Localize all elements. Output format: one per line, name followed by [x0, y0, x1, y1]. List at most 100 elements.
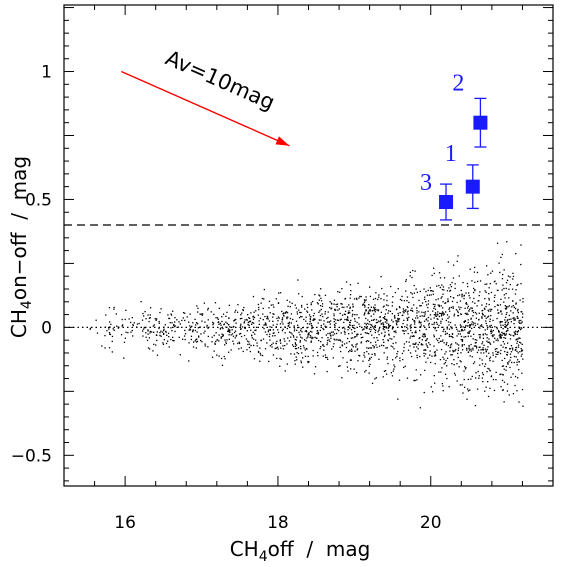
field-star-point: [178, 336, 180, 338]
field-star-point: [282, 345, 284, 347]
field-star-point: [240, 347, 242, 349]
field-star-point: [145, 336, 147, 338]
field-star-point: [326, 342, 329, 344]
field-star-point: [522, 313, 524, 315]
field-star-point: [454, 283, 456, 285]
field-star-point: [513, 323, 515, 325]
field-star-point: [292, 318, 294, 321]
field-star-point: [171, 322, 173, 324]
field-star-point: [257, 351, 260, 353]
field-star-point: [499, 337, 501, 339]
field-star-point: [339, 339, 341, 341]
field-star-point: [179, 323, 181, 325]
field-star-point: [510, 356, 512, 359]
field-star-point: [415, 369, 417, 371]
field-star-point: [402, 358, 404, 361]
field-star-point: [295, 307, 297, 309]
field-star-point: [143, 315, 145, 317]
field-star-point: [446, 332, 448, 335]
field-star-point: [356, 349, 358, 351]
field-star-point: [358, 354, 360, 357]
field-star-point: [347, 329, 349, 331]
field-star-point: [413, 379, 415, 382]
field-star-point: [212, 321, 214, 324]
field-star-point: [349, 321, 351, 324]
field-star-point: [413, 284, 415, 287]
field-star-point: [424, 353, 427, 355]
field-star-point: [507, 323, 509, 325]
field-star-point: [286, 312, 289, 314]
field-star-point: [168, 317, 171, 320]
field-star-point: [504, 323, 506, 326]
field-star-point: [516, 333, 518, 335]
field-star-point: [312, 337, 314, 339]
field-star-point: [224, 339, 226, 341]
field-star-point: [363, 299, 366, 301]
field-star-point: [336, 332, 338, 335]
field-star-point: [189, 329, 192, 331]
field-star-point: [490, 310, 492, 312]
field-star-point: [367, 319, 369, 321]
field-star-point: [264, 323, 266, 326]
field-star-point: [301, 352, 303, 354]
field-star-point: [484, 315, 486, 317]
field-star-point: [302, 366, 304, 368]
field-star-point: [158, 322, 160, 324]
field-star-point: [405, 309, 407, 311]
field-star-point: [451, 281, 453, 284]
field-star-point: [471, 310, 473, 312]
field-star-point: [257, 314, 259, 316]
field-star-point: [498, 330, 500, 333]
field-star-point: [438, 284, 440, 287]
field-star-point: [159, 332, 161, 334]
field-star-point: [467, 285, 469, 288]
field-star-point: [469, 268, 471, 270]
field-star-point: [305, 340, 307, 342]
field-star-point: [430, 318, 432, 320]
field-star-point: [170, 314, 173, 316]
field-star-point: [367, 311, 370, 313]
field-star-point: [355, 344, 357, 346]
field-star-point: [330, 320, 332, 322]
field-star-point: [469, 308, 471, 310]
field-star-point: [310, 316, 312, 318]
field-star-point: [437, 339, 439, 342]
field-star-point: [106, 330, 108, 332]
field-star-point: [369, 286, 371, 288]
field-star-point: [457, 255, 459, 257]
field-star-point: [413, 343, 415, 345]
field-star-point: [420, 374, 422, 376]
field-star-point: [323, 345, 325, 347]
field-star-point: [500, 373, 502, 375]
field-star-point: [386, 320, 388, 322]
field-star-point: [517, 377, 519, 379]
field-star-point: [513, 355, 516, 358]
field-star-point: [401, 352, 404, 355]
field-star-point: [341, 377, 343, 379]
field-star-point: [105, 314, 107, 316]
field-star-point: [318, 339, 320, 342]
field-star-point: [283, 338, 285, 340]
field-star-point: [348, 351, 350, 353]
field-star-point: [457, 356, 459, 359]
field-star-point: [387, 340, 389, 342]
field-star-point: [317, 355, 319, 357]
field-star-point: [348, 304, 350, 306]
field-star-point: [403, 346, 405, 349]
field-star-point: [428, 324, 430, 326]
field-star-point: [280, 347, 282, 349]
field-star-point: [487, 395, 490, 398]
field-star-point: [349, 324, 351, 326]
field-star-point: [294, 345, 297, 348]
field-star-point: [519, 341, 521, 343]
field-star-point: [350, 368, 352, 370]
y-axis-label-main: CH: [7, 309, 31, 338]
field-star-point: [382, 328, 384, 330]
field-star-point: [478, 375, 480, 377]
field-star-point: [301, 306, 303, 308]
field-star-point: [514, 332, 516, 335]
field-star-point: [354, 318, 356, 320]
field-star-point: [251, 321, 253, 324]
field-star-point: [508, 361, 510, 363]
field-star-point: [217, 321, 219, 324]
